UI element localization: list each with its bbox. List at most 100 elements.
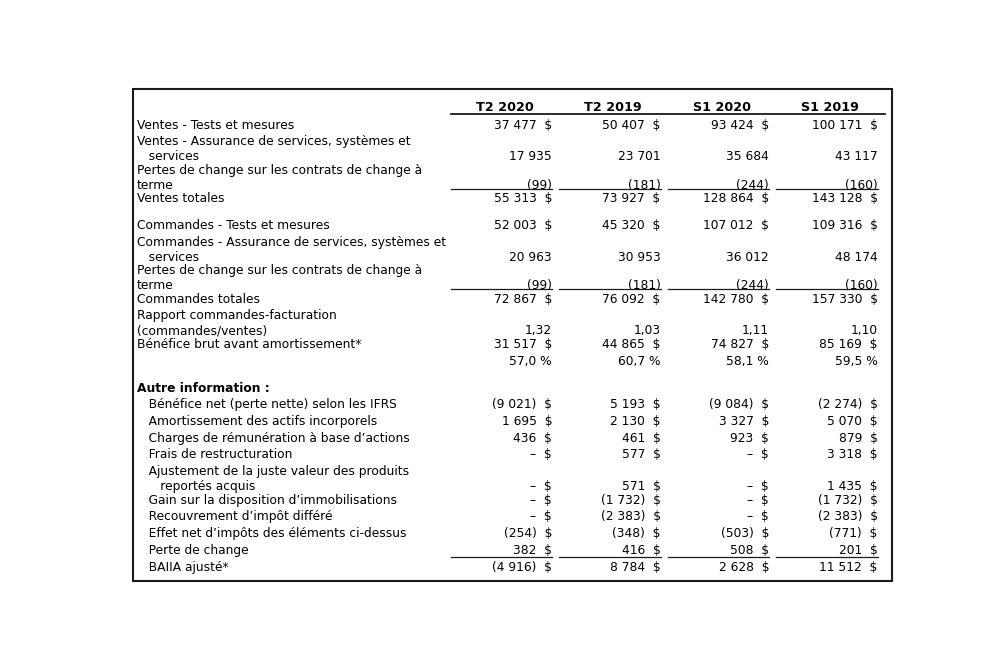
- Text: terme: terme: [137, 179, 173, 192]
- Text: (771)  $: (771) $: [829, 527, 878, 540]
- Text: 1,03: 1,03: [633, 324, 661, 337]
- Text: 43 117: 43 117: [835, 150, 878, 163]
- Text: 109 316  $: 109 316 $: [812, 219, 878, 232]
- Text: (2 383)  $: (2 383) $: [601, 511, 661, 523]
- Text: –  $: – $: [747, 511, 769, 523]
- Text: (503)  $: (503) $: [721, 527, 769, 540]
- Text: 100 171  $: 100 171 $: [812, 119, 878, 132]
- Text: Recouvrement d’impôt différé: Recouvrement d’impôt différé: [137, 511, 332, 523]
- Text: 31 517  $: 31 517 $: [494, 338, 552, 351]
- Text: 1,11: 1,11: [742, 324, 769, 337]
- Text: 1 435  $: 1 435 $: [827, 480, 878, 493]
- Text: Bénéfice brut avant amortissement*: Bénéfice brut avant amortissement*: [137, 338, 361, 351]
- Text: Bénéfice net (perte nette) selon les IFRS: Bénéfice net (perte nette) selon les IFR…: [137, 398, 396, 411]
- Text: 48 174: 48 174: [835, 250, 878, 264]
- Text: 577  $: 577 $: [622, 449, 661, 461]
- Text: 74 827  $: 74 827 $: [711, 338, 769, 351]
- Text: (181): (181): [628, 279, 661, 292]
- Text: –  $: – $: [530, 494, 552, 507]
- Text: 35 684: 35 684: [726, 150, 769, 163]
- Text: 11 512  $: 11 512 $: [819, 561, 878, 573]
- Text: Commandes totales: Commandes totales: [137, 293, 260, 306]
- Text: Amortissement des actifs incorporels: Amortissement des actifs incorporels: [137, 415, 377, 428]
- Text: (9 021)  $: (9 021) $: [492, 398, 552, 411]
- Text: 1,32: 1,32: [525, 324, 552, 337]
- Text: 879  $: 879 $: [839, 432, 878, 445]
- Text: –  $: – $: [530, 511, 552, 523]
- Text: Commandes - Tests et mesures: Commandes - Tests et mesures: [137, 219, 329, 232]
- Text: 5 070  $: 5 070 $: [827, 415, 878, 428]
- Text: 382  $: 382 $: [513, 544, 552, 557]
- Text: 157 330  $: 157 330 $: [812, 293, 878, 306]
- Text: Perte de change: Perte de change: [137, 544, 248, 557]
- Text: (2 274)  $: (2 274) $: [818, 398, 878, 411]
- Text: Ventes - Assurance de services, systèmes et: Ventes - Assurance de services, systèmes…: [137, 135, 410, 148]
- Text: 20 963: 20 963: [509, 250, 552, 264]
- Text: 60,7 %: 60,7 %: [618, 355, 661, 368]
- Text: 52 003  $: 52 003 $: [494, 219, 552, 232]
- Text: (244): (244): [736, 279, 769, 292]
- Text: –  $: – $: [530, 480, 552, 493]
- Text: Gain sur la disposition d’immobilisations: Gain sur la disposition d’immobilisation…: [137, 494, 397, 507]
- Text: services: services: [137, 250, 199, 264]
- Text: 2 130  $: 2 130 $: [610, 415, 661, 428]
- Text: Ventes - Tests et mesures: Ventes - Tests et mesures: [137, 119, 294, 132]
- Text: Charges de rémunération à base d’actions: Charges de rémunération à base d’actions: [137, 432, 409, 445]
- Text: (99): (99): [527, 279, 552, 292]
- Text: –  $: – $: [747, 449, 769, 461]
- Text: 142 780  $: 142 780 $: [703, 293, 769, 306]
- Text: 17 935: 17 935: [509, 150, 552, 163]
- Text: 416  $: 416 $: [622, 544, 661, 557]
- Text: 37 477  $: 37 477 $: [494, 119, 552, 132]
- Text: Ventes totales: Ventes totales: [137, 192, 224, 205]
- Text: (4 916)  $: (4 916) $: [492, 561, 552, 573]
- Text: 3 327  $: 3 327 $: [719, 415, 769, 428]
- Text: 1,10: 1,10: [850, 324, 878, 337]
- Text: Pertes de change sur les contrats de change à: Pertes de change sur les contrats de cha…: [137, 264, 422, 277]
- Text: (160): (160): [845, 179, 878, 192]
- Text: 143 128  $: 143 128 $: [812, 192, 878, 205]
- Text: 461  $: 461 $: [622, 432, 661, 445]
- Text: 5 193  $: 5 193 $: [610, 398, 661, 411]
- Text: 436  $: 436 $: [513, 432, 552, 445]
- Text: (1 732)  $: (1 732) $: [818, 494, 878, 507]
- Text: T2 2020: T2 2020: [476, 101, 534, 115]
- Text: Ajustement de la juste valeur des produits: Ajustement de la juste valeur des produi…: [137, 465, 409, 478]
- Text: BAIIA ajusté*: BAIIA ajusté*: [137, 561, 228, 573]
- Text: (254)  $: (254) $: [504, 527, 552, 540]
- Text: 59,5 %: 59,5 %: [835, 355, 878, 368]
- Text: 93 424  $: 93 424 $: [711, 119, 769, 132]
- Text: (2 383)  $: (2 383) $: [818, 511, 878, 523]
- Text: Commandes - Assurance de services, systèmes et: Commandes - Assurance de services, systè…: [137, 236, 446, 249]
- Text: T2 2019: T2 2019: [584, 101, 642, 115]
- Text: 72 867  $: 72 867 $: [494, 293, 552, 306]
- Text: Pertes de change sur les contrats de change à: Pertes de change sur les contrats de cha…: [137, 164, 422, 177]
- Text: 58,1 %: 58,1 %: [726, 355, 769, 368]
- Text: Rapport commandes-facturation: Rapport commandes-facturation: [137, 310, 336, 322]
- Text: S1 2020: S1 2020: [693, 101, 751, 115]
- Text: Autre information :: Autre information :: [137, 382, 269, 395]
- Text: reportés acquis: reportés acquis: [137, 480, 255, 493]
- Text: 923  $: 923 $: [730, 432, 769, 445]
- Text: services: services: [137, 150, 199, 163]
- Text: 85 169  $: 85 169 $: [819, 338, 878, 351]
- Text: (244): (244): [736, 179, 769, 192]
- Text: (1 732)  $: (1 732) $: [601, 494, 661, 507]
- Text: 201  $: 201 $: [839, 544, 878, 557]
- Text: 571  $: 571 $: [622, 480, 661, 493]
- Text: (commandes/ventes): (commandes/ventes): [137, 324, 267, 337]
- Text: 50 407  $: 50 407 $: [602, 119, 661, 132]
- Text: Frais de restructuration: Frais de restructuration: [137, 449, 292, 461]
- Text: 23 701: 23 701: [618, 150, 661, 163]
- Text: 57,0 %: 57,0 %: [509, 355, 552, 368]
- Text: 3 318  $: 3 318 $: [827, 449, 878, 461]
- Text: S1 2019: S1 2019: [801, 101, 859, 115]
- Text: –  $: – $: [530, 449, 552, 461]
- Text: 2 628  $: 2 628 $: [719, 561, 769, 573]
- Text: –  $: – $: [747, 480, 769, 493]
- Text: Effet net d’impôts des éléments ci-dessus: Effet net d’impôts des éléments ci-dessu…: [137, 527, 406, 540]
- Text: 8 784  $: 8 784 $: [610, 561, 661, 573]
- Text: 1 695  $: 1 695 $: [502, 415, 552, 428]
- Text: (9 084)  $: (9 084) $: [709, 398, 769, 411]
- Text: (99): (99): [527, 179, 552, 192]
